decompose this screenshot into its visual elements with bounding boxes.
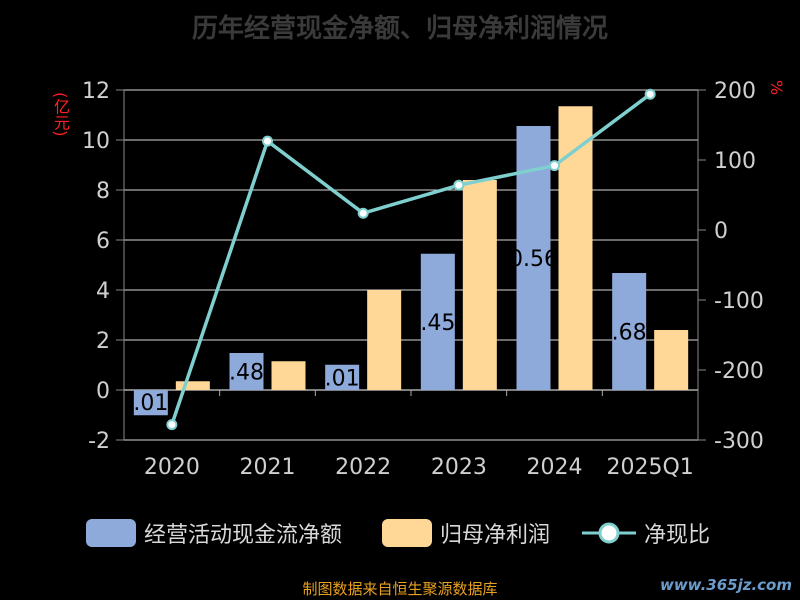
legend-label-op-cash: 经营活动现金流净额 xyxy=(144,523,343,548)
left-tick-label: 2 xyxy=(96,329,110,354)
bar-net-profit xyxy=(558,106,593,390)
right-tick-label: 0 xyxy=(714,219,728,244)
ratio-line xyxy=(170,92,652,426)
left-tick-label: 4 xyxy=(96,279,110,304)
x-tick-label: 2025Q1 xyxy=(607,455,694,480)
right-tick-label: -100 xyxy=(714,289,764,314)
bar-data-label: .01 xyxy=(325,366,360,391)
bar-net-profit xyxy=(175,381,210,390)
left-tick-label: 10 xyxy=(82,129,110,154)
left-tick-label: 6 xyxy=(96,229,110,254)
bar-op-cash xyxy=(420,253,455,390)
bar-net-profit xyxy=(271,361,306,390)
legend-item-net-profit[interactable]: 归母净利润 xyxy=(382,517,550,549)
legend-swatch-op-cash xyxy=(86,519,136,547)
bar-op-cash xyxy=(133,390,168,416)
left-tick-label: -2 xyxy=(88,429,110,454)
ratio-point xyxy=(549,160,560,172)
bar-op-cash xyxy=(325,364,360,390)
bar-data-label: .01 xyxy=(133,391,168,416)
left-tick-label: 8 xyxy=(96,179,110,204)
right-tick-label: -300 xyxy=(714,429,764,454)
legend-item-ratio[interactable]: 净现比 xyxy=(582,517,710,549)
bar-data-label: 0.56 xyxy=(509,247,558,272)
x-tick-label: 2022 xyxy=(335,455,391,480)
bar-net-profit xyxy=(462,180,497,390)
source-footer: 制图数据来自恒生聚源数据库 xyxy=(302,580,498,598)
legend-label-ratio: 净现比 xyxy=(644,523,711,548)
legend: 经营活动现金流净额 归母净利润 净现比 xyxy=(0,517,800,553)
x-tick-label: 2021 xyxy=(240,455,296,480)
left-tick-label: 12 xyxy=(82,79,110,104)
bar-op-cash xyxy=(612,273,647,390)
bar-data-label: .48 xyxy=(229,361,264,386)
right-tick-label: 100 xyxy=(714,149,756,174)
ratio-point xyxy=(262,135,273,147)
ratio-point xyxy=(453,179,465,191)
ratio-point xyxy=(357,207,369,219)
right-tick-label: 200 xyxy=(714,79,756,104)
bar-net-profit xyxy=(654,330,689,390)
bar-data-label: .45 xyxy=(420,311,455,336)
legend-label-net-profit: 归母净利润 xyxy=(440,523,551,548)
x-tick-label: 2020 xyxy=(144,455,200,480)
legend-item-op-cash[interactable]: 经营活动现金流净额 xyxy=(86,517,342,549)
chart-title: 历年经营现金净额、归母净利润情况 xyxy=(191,14,608,44)
bar-op-cash xyxy=(229,353,264,390)
watermark: www.365jz.com xyxy=(659,576,792,594)
x-tick-label: 2024 xyxy=(527,455,583,480)
ratio-point xyxy=(644,88,656,100)
right-tick-label: -200 xyxy=(714,359,764,384)
ratio-point xyxy=(166,419,178,431)
bar-data-label: .68 xyxy=(612,321,647,346)
legend-swatch-net-profit xyxy=(382,519,432,547)
legend-line-marker-icon xyxy=(582,522,636,544)
left-axis-unit: (亿元) xyxy=(51,92,70,137)
left-tick-label: 0 xyxy=(96,379,110,404)
right-axis-unit: % xyxy=(767,80,786,96)
x-tick-label: 2023 xyxy=(431,455,487,480)
bar-net-profit xyxy=(367,290,402,390)
